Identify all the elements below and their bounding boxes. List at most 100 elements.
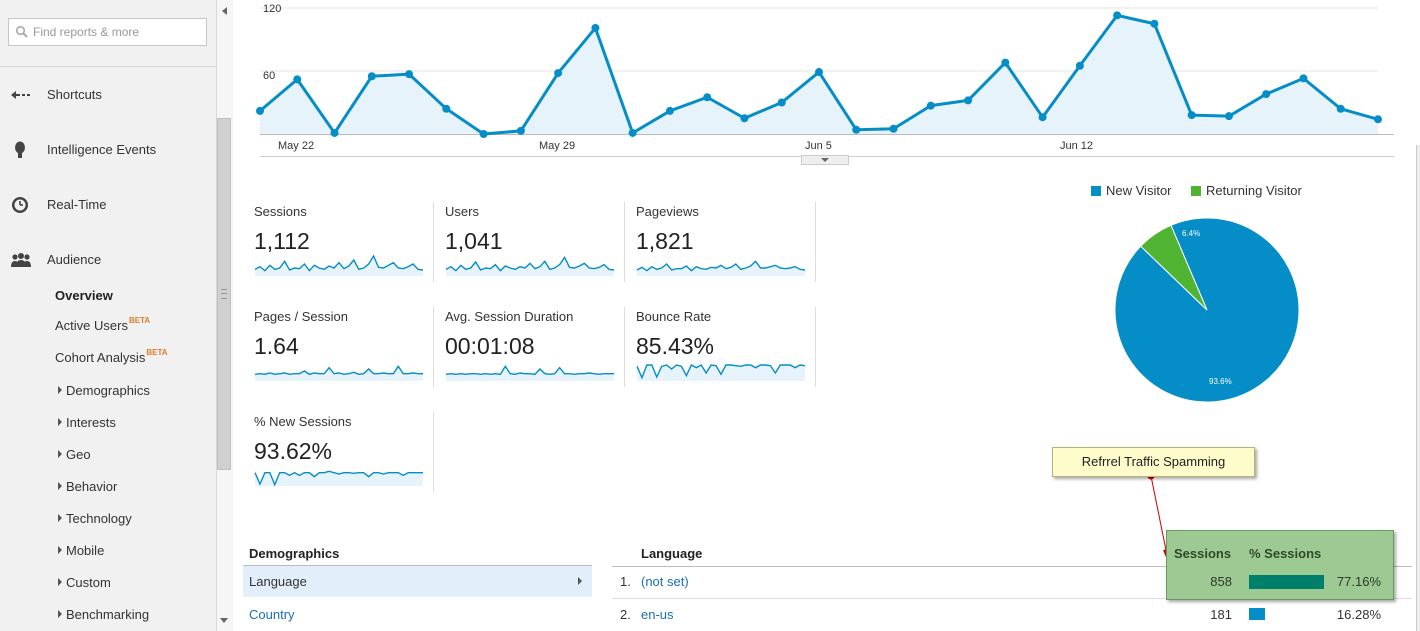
collapse-sidebar-button[interactable] bbox=[216, 0, 233, 22]
sidebar-item-overview[interactable]: Overview bbox=[55, 288, 113, 303]
data-point[interactable] bbox=[367, 72, 376, 81]
sidebar-item-label: Active Users bbox=[55, 318, 128, 333]
data-point[interactable] bbox=[1224, 112, 1233, 121]
nav-label: Real-Time bbox=[47, 197, 107, 212]
sparkline-area bbox=[255, 471, 423, 486]
language-link[interactable]: (not set) bbox=[641, 574, 689, 589]
row-number: 1. bbox=[620, 574, 631, 589]
sidebar-item-custom[interactable]: Custom bbox=[58, 575, 111, 590]
sidebar-item-label: Custom bbox=[66, 575, 111, 590]
data-point[interactable] bbox=[777, 98, 786, 107]
divider bbox=[612, 566, 1412, 567]
nav-intelligence-events[interactable]: Intelligence Events bbox=[0, 135, 216, 165]
pct-sessions-bar bbox=[1249, 575, 1324, 589]
data-point[interactable] bbox=[889, 124, 898, 133]
sidebar-item-behavior[interactable]: Behavior bbox=[58, 479, 117, 494]
sparkline bbox=[636, 260, 806, 276]
data-point[interactable] bbox=[591, 23, 600, 32]
main-scrollbar[interactable] bbox=[1416, 145, 1420, 631]
data-point[interactable] bbox=[1150, 19, 1159, 28]
data-point[interactable] bbox=[1374, 115, 1382, 124]
data-point[interactable] bbox=[628, 128, 637, 137]
people-icon bbox=[11, 253, 31, 267]
data-point[interactable] bbox=[964, 96, 973, 105]
expand-triangle-icon bbox=[58, 610, 62, 618]
sparkline-line bbox=[254, 365, 423, 376]
data-point[interactable] bbox=[293, 75, 302, 84]
x-tick-label: Jun 12 bbox=[1060, 140, 1094, 152]
data-point[interactable] bbox=[1262, 90, 1271, 99]
nav-shortcuts[interactable]: Shortcuts bbox=[0, 80, 216, 110]
data-point[interactable] bbox=[479, 130, 488, 138]
data-point[interactable] bbox=[926, 101, 935, 110]
sparkline-area bbox=[637, 365, 805, 381]
data-point[interactable] bbox=[703, 93, 712, 102]
data-point[interactable] bbox=[740, 114, 749, 123]
data-point[interactable] bbox=[1075, 61, 1084, 70]
data-point[interactable] bbox=[442, 104, 451, 113]
demographics-item-language[interactable]: Language bbox=[243, 566, 592, 597]
metric-pages-per-session: Pages / Session 1.64 bbox=[254, 309, 434, 401]
metric-divider bbox=[815, 202, 816, 282]
metric-sessions: Sessions 1,112 bbox=[254, 204, 434, 296]
sessions-cell: 181 bbox=[1210, 607, 1232, 622]
legend-swatch bbox=[1091, 186, 1101, 196]
lightbulb-icon bbox=[15, 141, 25, 158]
sidebar-item-demographics[interactable]: Demographics bbox=[58, 383, 150, 398]
demographics-item-country[interactable]: Country bbox=[243, 599, 592, 630]
sidebar-item-technology[interactable]: Technology bbox=[58, 511, 132, 526]
data-point[interactable] bbox=[665, 106, 674, 115]
expand-triangle-icon bbox=[58, 578, 62, 586]
metric-name: % New Sessions bbox=[254, 414, 352, 429]
pie-legend-returning-visitor[interactable]: Returning Visitor bbox=[1191, 183, 1302, 198]
data-point[interactable] bbox=[256, 106, 264, 115]
pie-legend-new-visitor[interactable]: New Visitor bbox=[1091, 183, 1172, 198]
data-point[interactable] bbox=[1299, 74, 1308, 83]
data-point[interactable] bbox=[516, 126, 525, 135]
data-point[interactable] bbox=[330, 128, 339, 137]
pie-slice-returning-visitor[interactable] bbox=[1140, 224, 1208, 311]
scroll-down-icon[interactable] bbox=[220, 618, 228, 623]
language-link[interactable]: en-us bbox=[641, 607, 674, 622]
sidebar-item-geo[interactable]: Geo bbox=[58, 447, 91, 462]
chart-toggle-button[interactable] bbox=[801, 155, 849, 165]
data-point[interactable] bbox=[405, 70, 414, 79]
data-point[interactable] bbox=[554, 69, 563, 78]
metric-name: Users bbox=[445, 204, 479, 219]
metric-value: 00:01:08 bbox=[445, 333, 535, 359]
shortcuts-icon bbox=[11, 91, 30, 99]
search-box[interactable] bbox=[8, 18, 207, 46]
sidebar-item-mobile[interactable]: Mobile bbox=[58, 543, 104, 558]
sidebar-item-benchmarking[interactable]: Benchmarking bbox=[58, 607, 149, 622]
metric-divider bbox=[433, 202, 434, 282]
beta-badge: BETA bbox=[128, 316, 151, 325]
data-point[interactable] bbox=[1113, 11, 1122, 20]
sparkline-line bbox=[254, 470, 423, 487]
metric-name: Pageviews bbox=[636, 204, 699, 219]
sidebar-item-label: Overview bbox=[55, 288, 113, 303]
demographics-item-label: Language bbox=[249, 574, 307, 589]
sessions-over-time-chart: 120 60 May 22 May 29 Jun 5 Jun 12 bbox=[232, 0, 1420, 165]
sidebar-item-active-users[interactable]: Active UsersBETA bbox=[55, 316, 151, 333]
sidebar-item-cohort-analysis[interactable]: Cohort AnalysisBETA bbox=[55, 348, 168, 365]
data-point[interactable] bbox=[1187, 111, 1196, 120]
divider bbox=[243, 565, 592, 566]
sidebar-scroll-thumb[interactable] bbox=[217, 118, 231, 470]
data-point[interactable] bbox=[1038, 113, 1047, 122]
chevron-right-icon bbox=[578, 577, 582, 585]
visitor-type-pie-chart bbox=[1114, 217, 1300, 403]
data-point[interactable] bbox=[1001, 58, 1010, 67]
data-point[interactable] bbox=[852, 125, 861, 134]
sparkline bbox=[254, 254, 424, 276]
pie-slice-label: 6.4% bbox=[1182, 229, 1201, 238]
nav-audience[interactable]: Audience bbox=[0, 245, 216, 275]
sidebar-item-interests[interactable]: Interests bbox=[58, 415, 116, 430]
data-point[interactable] bbox=[1336, 104, 1345, 113]
sparkline bbox=[445, 365, 614, 381]
data-point[interactable] bbox=[815, 68, 823, 77]
sessions-column-header: Sessions bbox=[1174, 546, 1232, 561]
x-tick-label: May 22 bbox=[278, 140, 315, 152]
nav-real-time[interactable]: Real-Time bbox=[0, 190, 216, 220]
sparkline-area bbox=[637, 261, 805, 276]
search-input[interactable] bbox=[33, 23, 201, 41]
